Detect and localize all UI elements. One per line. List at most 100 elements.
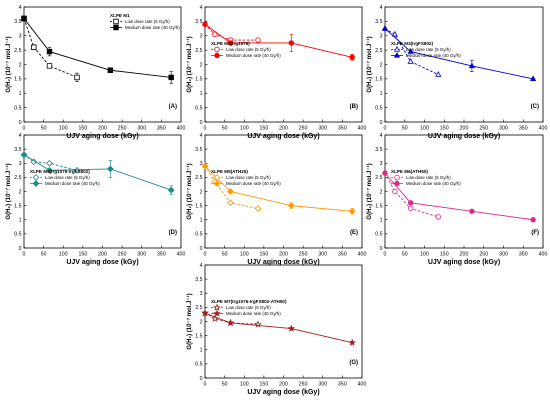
x-tick-label: 400 bbox=[358, 382, 367, 388]
y-tick-label: 0.5 bbox=[195, 232, 202, 238]
data-point bbox=[468, 62, 475, 69]
data-point bbox=[46, 166, 53, 174]
y-tick-label: 0 bbox=[19, 246, 22, 252]
data-point bbox=[407, 205, 414, 212]
data-point bbox=[20, 151, 28, 159]
y-tick-label: 3 bbox=[380, 34, 383, 40]
y-tick-label: 4 bbox=[380, 5, 383, 11]
y-tick-label: 2 bbox=[200, 189, 203, 195]
series-line bbox=[384, 28, 534, 80]
y-axis-title: G(H₂) (10⁻⁷ mol.J⁻¹) bbox=[366, 36, 373, 92]
data-point bbox=[469, 208, 475, 214]
legend-title: XLPE M4(Irg1076-IrgFS802) bbox=[30, 169, 90, 174]
plot-frame bbox=[384, 134, 544, 249]
data-point bbox=[168, 74, 174, 81]
x-tick-label: 100 bbox=[420, 126, 429, 132]
data-point bbox=[212, 31, 218, 38]
legend-marker bbox=[214, 52, 220, 59]
x-tick-label: 150 bbox=[260, 382, 269, 388]
series-line bbox=[384, 28, 439, 75]
data-point bbox=[46, 159, 53, 167]
panel-label: (B) bbox=[350, 104, 358, 110]
x-tick-label: 200 bbox=[279, 382, 288, 388]
panel-label: (C) bbox=[531, 104, 539, 110]
legend-marker bbox=[213, 180, 221, 187]
data-point bbox=[255, 37, 261, 43]
x-tick-label: 100 bbox=[240, 252, 249, 258]
x-tick-label: 350 bbox=[519, 252, 528, 258]
legend-label: Medium dose rate (40 Gy/h) bbox=[45, 181, 100, 186]
y-tick-label: 1.5 bbox=[375, 203, 382, 209]
y-tick-label: 0 bbox=[200, 246, 203, 252]
data-point bbox=[30, 158, 38, 166]
y-tick-label: 1 bbox=[200, 91, 203, 97]
x-axis-title: UJV aging dose (kGy) bbox=[66, 259, 138, 266]
x-axis-title: UJV aging dose (kGy) bbox=[428, 133, 500, 140]
y-tick-label: 2.5 bbox=[375, 175, 382, 181]
y-tick-label: 4 bbox=[380, 133, 383, 139]
x-tick-label: 150 bbox=[440, 252, 449, 258]
chart-panel: 0 50 100 150 200 250 300 350 400 0 0.5 1 1.5 2 2.5 3 3.5… bbox=[366, 133, 547, 266]
y-tick-label: 1.5 bbox=[375, 77, 382, 83]
x-tick-label: 250 bbox=[299, 126, 308, 132]
legend-title: XLPE M3(IrgFS802) bbox=[391, 41, 434, 46]
series-line bbox=[204, 165, 259, 209]
x-tick-label: 400 bbox=[539, 126, 548, 132]
panel-label: (A) bbox=[169, 104, 177, 110]
x-axis-title: UJV aging dose (kGy) bbox=[247, 389, 319, 396]
y-tick-label: 1.5 bbox=[14, 77, 21, 83]
x-tick-label: 400 bbox=[177, 126, 186, 132]
x-tick-label: 200 bbox=[98, 252, 107, 258]
y-tick-label: 2 bbox=[19, 62, 22, 68]
plot-frame bbox=[204, 264, 363, 379]
data-point bbox=[201, 309, 209, 317]
x-tick-label: 350 bbox=[338, 126, 347, 132]
y-tick-label: 3 bbox=[19, 161, 22, 167]
x-tick-label: 50 bbox=[222, 382, 228, 388]
y-tick-label: 1.5 bbox=[195, 333, 202, 339]
y-tick-label: 3.5 bbox=[375, 147, 382, 153]
plot-frame bbox=[23, 134, 182, 249]
x-tick-label: 300 bbox=[318, 382, 327, 388]
legend-label: Medium dose rate (40 Gy/h) bbox=[406, 181, 461, 186]
y-tick-label: 4 bbox=[19, 133, 22, 139]
y-axis-title: G(H₂) (10⁻⁷ mol.J⁻¹) bbox=[186, 163, 193, 219]
chart-panel: 0 50 100 150 200 250 300 350 400 0 0.5 1 1.5 2 2.5 3 3.5… bbox=[186, 263, 366, 396]
y-tick-label: 0.5 bbox=[195, 362, 202, 368]
x-tick-label: 300 bbox=[318, 252, 327, 258]
chart-panel: 0 50 100 150 200 250 300 350 400 0 0.5 1 1.5 2 2.5 3 3.5… bbox=[186, 133, 366, 266]
x-tick-label: 50 bbox=[402, 252, 408, 258]
x-tick-label: 250 bbox=[479, 252, 488, 258]
y-tick-label: 0.5 bbox=[375, 105, 382, 111]
data-point bbox=[46, 63, 53, 69]
x-tick-label: 0 bbox=[23, 126, 26, 132]
y-tick-label: 2.5 bbox=[375, 48, 382, 54]
data-point bbox=[226, 318, 235, 327]
x-tick-label: 300 bbox=[137, 252, 146, 258]
data-point bbox=[227, 40, 234, 46]
data-point bbox=[227, 188, 234, 195]
y-tick-label: 2.5 bbox=[195, 305, 202, 311]
x-tick-label: 200 bbox=[460, 126, 469, 132]
y-tick-label: 2 bbox=[19, 189, 22, 195]
y-tick-label: 1.5 bbox=[14, 203, 21, 209]
x-tick-label: 0 bbox=[204, 382, 207, 388]
x-tick-label: 100 bbox=[240, 382, 249, 388]
y-tick-label: 2.5 bbox=[195, 48, 202, 54]
plot-frame bbox=[204, 6, 363, 123]
y-tick-label: 2 bbox=[200, 62, 203, 68]
legend-label: Medium dose rate (40 Gy/h) bbox=[406, 53, 461, 58]
y-tick-label: 3 bbox=[200, 291, 203, 297]
legend-label: Low dose rate (5 Gy/h) bbox=[226, 47, 271, 52]
legend-title: XLPE M6(ATH50) bbox=[391, 169, 428, 174]
y-tick-label: 3.5 bbox=[195, 19, 202, 25]
y-tick-label: 0 bbox=[19, 120, 22, 126]
data-point bbox=[107, 165, 114, 173]
legend-marker bbox=[32, 174, 40, 181]
y-tick-label: 0 bbox=[380, 120, 383, 126]
data-point bbox=[530, 217, 536, 223]
y-tick-label: 1 bbox=[19, 218, 22, 224]
y-tick-label: 1 bbox=[200, 348, 203, 354]
x-tick-label: 400 bbox=[177, 252, 186, 258]
y-axis-title: G(H₂) (10⁻⁷ mol.J⁻¹) bbox=[5, 163, 12, 219]
